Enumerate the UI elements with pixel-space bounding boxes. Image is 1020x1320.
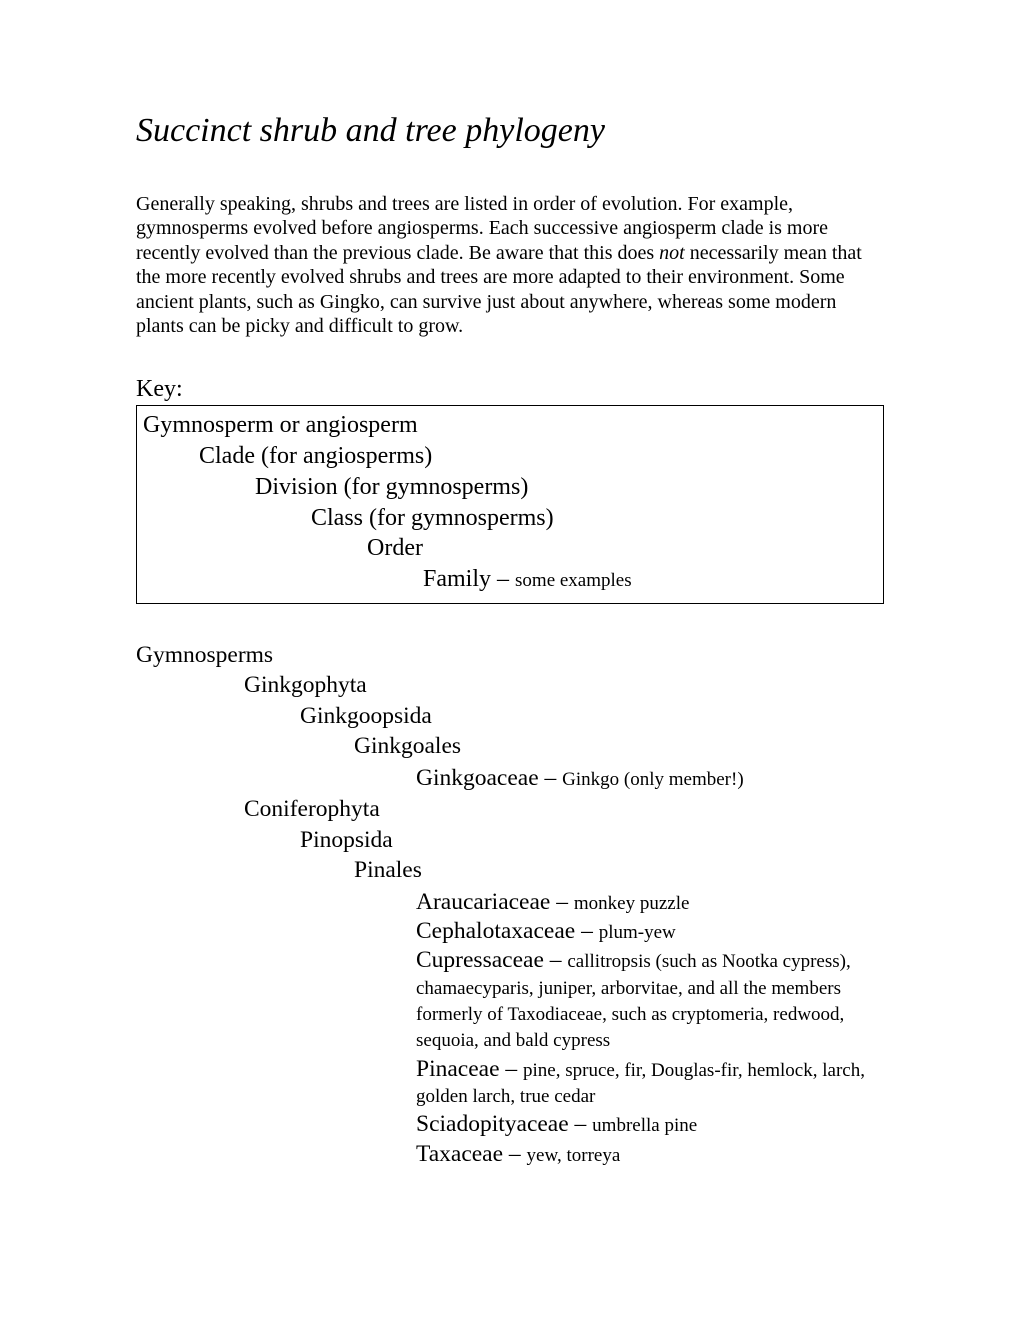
key-family-name: Family bbox=[423, 566, 491, 592]
family-name: Pinaceae bbox=[416, 1056, 500, 1082]
key-line-clade: Clade (for angiosperms) bbox=[143, 441, 877, 472]
document-page: Succinct shrub and tree phylogeny Genera… bbox=[0, 0, 1020, 1167]
family-cephalotaxaceae: Cephalotaxaceae – plum-yew bbox=[136, 918, 884, 944]
key-line-division: Division (for gymnosperms) bbox=[143, 472, 877, 503]
taxon-coniferophyta: Coniferophyta bbox=[136, 794, 884, 825]
key-label: Key: bbox=[136, 376, 884, 403]
family-sep: – bbox=[550, 889, 574, 915]
family-desc: umbrella pine bbox=[592, 1115, 697, 1136]
family-name: Cupressaceae bbox=[416, 947, 544, 973]
key-family-desc: some examples bbox=[515, 570, 632, 591]
family-name: Araucariaceae bbox=[416, 889, 550, 915]
key-line-gymno-angio: Gymnosperm or angiosperm bbox=[143, 410, 877, 441]
taxon-ginkgoales: Ginkgoales bbox=[136, 731, 884, 762]
family-ginkgoaceae: Ginkgoaceae – Ginkgo (only member!) bbox=[136, 765, 884, 791]
family-sep: – bbox=[569, 1111, 593, 1137]
intro-emphasis: not bbox=[659, 242, 685, 264]
key-line-family: Family – some examples bbox=[143, 564, 877, 595]
taxon-pinopsida: Pinopsida bbox=[136, 825, 884, 856]
family-sep: – bbox=[544, 947, 568, 973]
taxon-ginkgophyta: Ginkgophyta bbox=[136, 670, 884, 701]
family-desc: monkey puzzle bbox=[574, 893, 690, 914]
family-desc: Ginkgo (only member!) bbox=[562, 769, 744, 790]
family-araucariaceae: Araucariaceae – monkey puzzle bbox=[136, 889, 884, 915]
key-box: Gymnosperm or angiosperm Clade (for angi… bbox=[136, 405, 884, 603]
family-name: Taxaceae bbox=[416, 1141, 503, 1167]
taxon-pinales: Pinales bbox=[136, 855, 884, 886]
family-desc: yew, torreya bbox=[527, 1145, 621, 1166]
phylogeny-tree: Gymnosperms Ginkgophyta Ginkgoopsida Gin… bbox=[136, 640, 884, 1167]
family-sep: – bbox=[503, 1141, 527, 1167]
family-pinaceae: Pinaceae – pine, spruce, fir, Douglas-fi… bbox=[136, 1056, 884, 1109]
family-desc: plum-yew bbox=[599, 922, 676, 943]
family-name: Ginkgoaceae bbox=[416, 765, 539, 791]
family-cupressaceae: Cupressaceae – callitropsis (such as Noo… bbox=[136, 947, 884, 1052]
key-family-sep: – bbox=[491, 566, 515, 592]
page-title: Succinct shrub and tree phylogeny bbox=[136, 112, 884, 150]
taxon-gymnosperms: Gymnosperms bbox=[136, 640, 884, 671]
family-name: Sciadopityaceae bbox=[416, 1111, 569, 1137]
key-line-class: Class (for gymnosperms) bbox=[143, 503, 877, 534]
family-name: Cephalotaxaceae bbox=[416, 918, 575, 944]
key-line-order: Order bbox=[143, 533, 877, 564]
family-sciadopityaceae: Sciadopityaceae – umbrella pine bbox=[136, 1111, 884, 1137]
taxon-ginkgoopsida: Ginkgoopsida bbox=[136, 701, 884, 732]
family-sep: – bbox=[575, 918, 599, 944]
family-sep: – bbox=[500, 1056, 524, 1082]
family-sep: – bbox=[539, 765, 563, 791]
family-taxaceae: Taxaceae – yew, torreya bbox=[136, 1141, 884, 1167]
intro-paragraph: Generally speaking, shrubs and trees are… bbox=[136, 192, 884, 338]
